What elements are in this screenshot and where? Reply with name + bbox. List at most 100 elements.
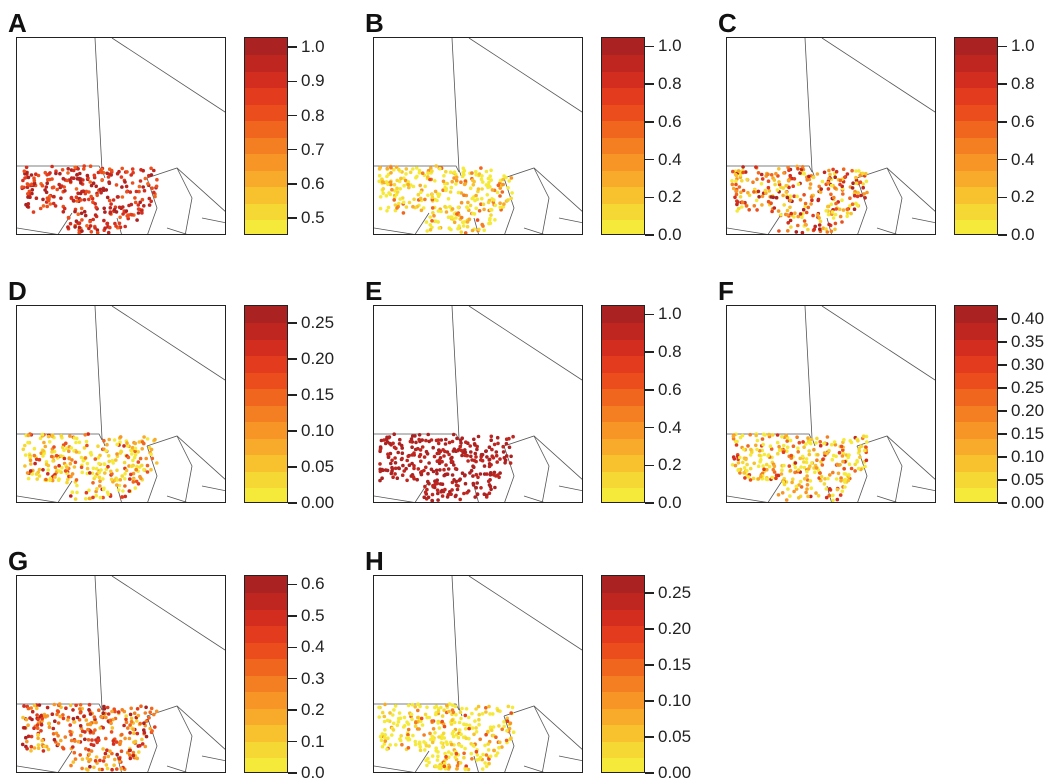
site-point: [856, 439, 860, 443]
site-point: [430, 206, 435, 210]
map-svg: [727, 306, 935, 502]
legend-color-step: [602, 454, 644, 472]
legend-color-step: [955, 471, 997, 488]
site-point: [864, 434, 869, 439]
site-point: [386, 736, 390, 740]
site-point: [91, 495, 95, 500]
legend-color-step: [245, 708, 287, 725]
site-point: [62, 448, 66, 453]
site-point: [405, 478, 409, 483]
site-point: [21, 715, 25, 720]
site-point: [833, 175, 837, 179]
site-point: [400, 742, 404, 747]
site-point: [143, 744, 148, 749]
legend-tick: [998, 479, 1007, 481]
site-point: [842, 467, 846, 471]
legend-tick: [645, 426, 654, 429]
site-point: [21, 447, 26, 452]
site-point: [850, 168, 854, 173]
site-point: [492, 442, 497, 447]
site-point: [740, 433, 745, 438]
site-point: [807, 452, 812, 457]
site-point: [858, 455, 862, 459]
legend-color-step: [955, 306, 997, 323]
site-point: [118, 215, 122, 220]
site-point: [479, 452, 484, 457]
site-point: [474, 730, 479, 734]
site-point: [493, 203, 498, 208]
site-point: [124, 184, 129, 189]
site-point: [84, 747, 88, 751]
site-point: [747, 193, 752, 198]
site-point: [73, 497, 78, 501]
site-point: [57, 463, 61, 468]
site-point: [740, 179, 744, 183]
site-point: [400, 456, 404, 461]
site-point: [835, 497, 840, 502]
site-point: [491, 456, 496, 460]
map-svg: [374, 306, 582, 502]
legend-tick: [288, 709, 297, 711]
site-point: [57, 182, 61, 187]
site-point: [406, 180, 411, 184]
site-point: [770, 475, 774, 480]
site-point: [28, 455, 32, 460]
site-point: [769, 447, 774, 451]
site-point: [477, 227, 481, 232]
site-point: [139, 704, 143, 708]
site-point: [128, 723, 132, 727]
site-point: [154, 709, 159, 714]
site-point: [865, 190, 869, 195]
site-point: [440, 714, 445, 718]
country-border: [523, 227, 545, 234]
legend-tick-label: 0.35: [1011, 331, 1045, 351]
site-point: [388, 192, 393, 197]
legend-tick: [645, 700, 654, 702]
site-point: [94, 738, 98, 742]
site-point: [811, 175, 816, 180]
site-point: [450, 439, 455, 444]
legend-color-step: [602, 741, 644, 758]
legend-color-step: [955, 38, 997, 55]
site-point: [428, 731, 432, 736]
country-border: [146, 715, 158, 772]
site-point: [450, 718, 454, 722]
site-point: [84, 718, 89, 722]
site-point: [79, 455, 84, 460]
site-point: [402, 176, 406, 180]
site-point: [471, 743, 476, 748]
site-point: [97, 738, 101, 742]
site-point: [767, 189, 772, 193]
site-point: [142, 204, 146, 208]
site-point: [440, 719, 444, 724]
site-point: [776, 473, 781, 478]
site-point: [430, 195, 435, 200]
site-point: [85, 443, 89, 448]
site-point: [383, 728, 387, 732]
site-point: [480, 187, 484, 191]
legend-tick: [288, 646, 297, 649]
site-point: [476, 187, 481, 191]
site-point: [467, 736, 471, 741]
site-point: [94, 184, 98, 189]
site-point: [409, 712, 414, 717]
legend-tick: [998, 502, 1007, 504]
country-border: [503, 167, 582, 212]
site-point: [51, 459, 55, 463]
site-point: [759, 474, 763, 479]
site-point: [98, 187, 103, 192]
site-point: [847, 453, 851, 457]
site-point: [101, 495, 105, 500]
site-point: [446, 197, 451, 201]
site-point: [456, 190, 461, 195]
site-point: [102, 438, 106, 443]
site-point: [128, 190, 133, 194]
site-point: [131, 471, 136, 476]
site-point: [439, 438, 444, 442]
site-point: [798, 479, 803, 484]
site-point: [93, 759, 98, 763]
legend-color-step: [245, 691, 287, 709]
site-point: [808, 186, 812, 190]
site-point: [85, 461, 90, 466]
site-point: [395, 206, 399, 210]
